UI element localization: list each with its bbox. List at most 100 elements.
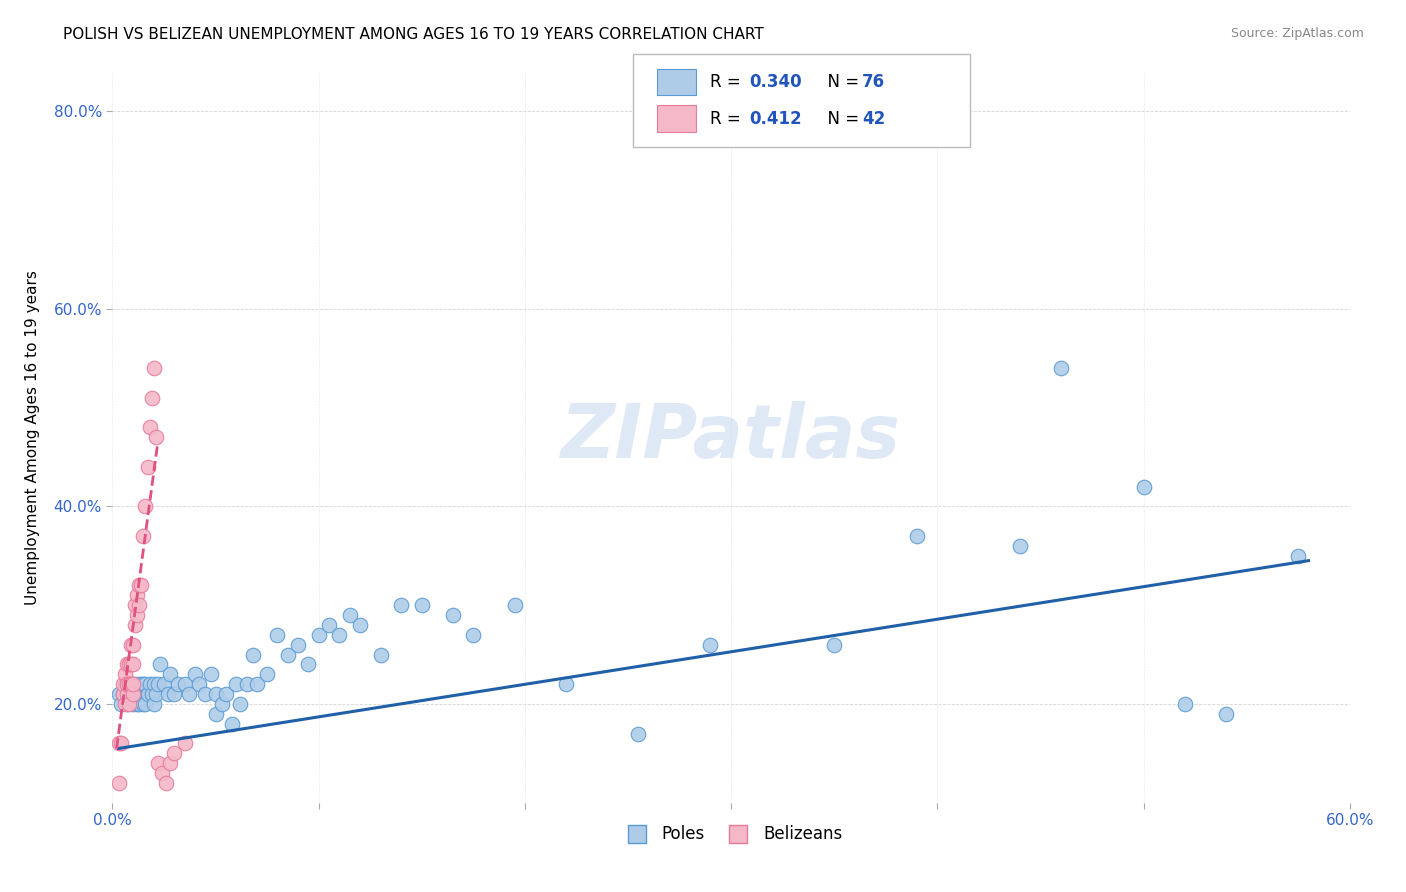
Point [699, 638, 721, 652]
Point [118, 687, 141, 701]
Point [111, 687, 134, 701]
Point [120, 677, 142, 691]
Point [132, 697, 155, 711]
Point [142, 360, 165, 375]
Point [1132, 479, 1154, 493]
Point [124, 687, 146, 701]
Point [131, 578, 153, 592]
Point [153, 677, 176, 691]
Point [128, 598, 150, 612]
Point [627, 726, 650, 740]
Point [128, 578, 150, 592]
Text: 0.340: 0.340 [749, 73, 801, 91]
Point [107, 776, 129, 790]
Point [163, 747, 186, 761]
Point [225, 677, 247, 691]
Point [141, 391, 163, 405]
Point [235, 677, 257, 691]
Point [115, 697, 138, 711]
Point [173, 677, 195, 691]
Point [120, 638, 142, 652]
Point [132, 677, 155, 691]
Text: N =: N = [817, 73, 865, 91]
Point [142, 697, 165, 711]
Point [110, 737, 132, 751]
Point [184, 667, 207, 681]
Point [134, 500, 156, 514]
Point [118, 657, 141, 672]
Legend: Poles, Belizeans: Poles, Belizeans [613, 818, 849, 849]
Point [167, 677, 190, 691]
Point [120, 677, 142, 691]
Point [107, 687, 129, 701]
Point [215, 687, 238, 701]
Point [114, 667, 136, 681]
Point [127, 607, 149, 622]
Point [115, 677, 138, 691]
Point [149, 657, 172, 672]
Point [370, 648, 392, 662]
Point [124, 598, 146, 612]
Point [1215, 706, 1237, 721]
Point [122, 638, 145, 652]
Point [441, 607, 464, 622]
Point [145, 430, 167, 444]
Text: ZIPatlas: ZIPatlas [561, 401, 901, 474]
Point [1008, 539, 1031, 553]
Point [124, 618, 146, 632]
Point [411, 598, 433, 612]
Point [118, 677, 141, 691]
Point [127, 677, 149, 691]
Point [1174, 697, 1197, 711]
Point [111, 677, 134, 691]
Point [328, 628, 350, 642]
Point [128, 697, 150, 711]
Point [266, 628, 288, 642]
Text: 0.412: 0.412 [749, 110, 801, 128]
Text: 42: 42 [862, 110, 886, 128]
Point [277, 648, 299, 662]
Point [127, 588, 149, 602]
Point [463, 628, 485, 642]
Point [146, 756, 169, 771]
Point [134, 677, 156, 691]
Text: R =: R = [710, 73, 747, 91]
Point [136, 687, 159, 701]
Point [349, 618, 371, 632]
Point [308, 628, 330, 642]
Point [118, 677, 141, 691]
Point [114, 677, 136, 691]
Point [246, 677, 269, 691]
Point [229, 697, 252, 711]
Point [823, 638, 845, 652]
Point [188, 677, 211, 691]
Point [155, 776, 177, 790]
Point [297, 657, 319, 672]
Point [115, 677, 138, 691]
Point [194, 687, 217, 701]
Point [110, 697, 132, 711]
Point [173, 737, 195, 751]
Point [122, 657, 145, 672]
Text: POLISH VS BELIZEAN UNEMPLOYMENT AMONG AGES 16 TO 19 YEARS CORRELATION CHART: POLISH VS BELIZEAN UNEMPLOYMENT AMONG AG… [63, 27, 763, 42]
Point [127, 697, 149, 711]
Point [1286, 549, 1309, 563]
Point [256, 667, 278, 681]
Point [905, 529, 928, 543]
Point [211, 697, 233, 711]
Point [111, 687, 134, 701]
Point [389, 598, 412, 612]
Point [138, 420, 160, 434]
Y-axis label: Unemployment Among Ages 16 to 19 years: Unemployment Among Ages 16 to 19 years [25, 269, 39, 605]
Point [159, 667, 181, 681]
Point [150, 766, 173, 780]
Point [128, 687, 150, 701]
Point [204, 706, 226, 721]
Point [122, 687, 145, 701]
Point [221, 716, 243, 731]
Text: N =: N = [817, 110, 865, 128]
Point [287, 638, 309, 652]
Point [146, 677, 169, 691]
Point [145, 687, 167, 701]
Point [1050, 360, 1073, 375]
